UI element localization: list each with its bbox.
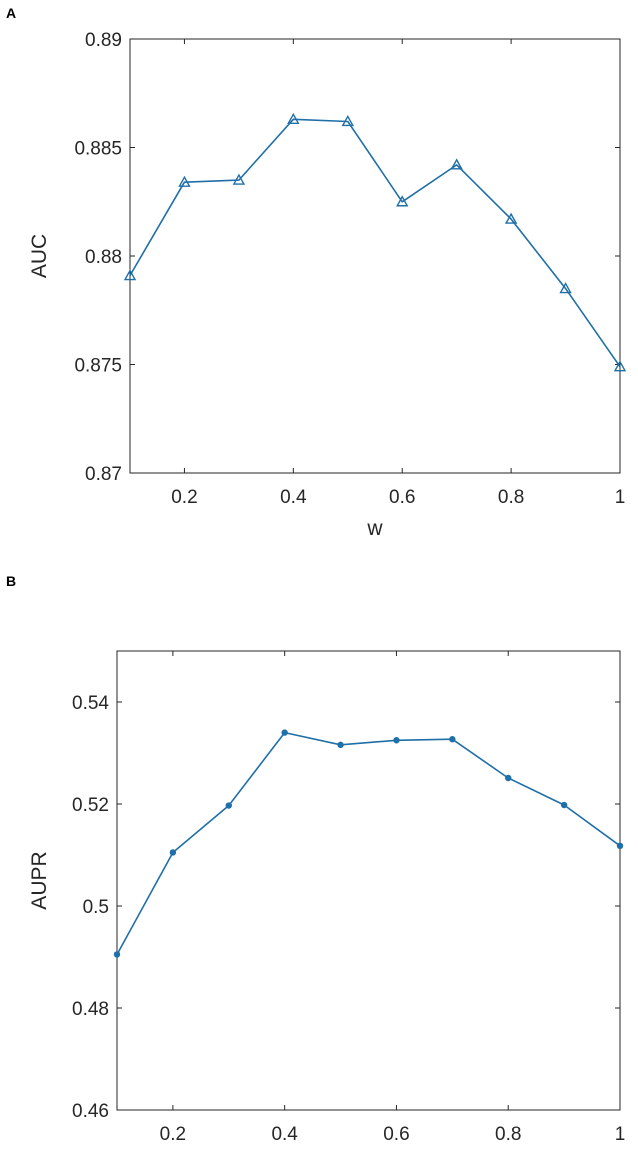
chart-b-y-tick-label: 0.54	[72, 693, 109, 714]
chart-a-x-tick-label: 0.8	[498, 487, 524, 508]
chart-b-data-point	[449, 736, 456, 743]
chart-b-axes-box	[116, 650, 621, 1111]
chart-a-y-tick-label: 0.885	[74, 139, 122, 160]
panel-letter-b: B	[6, 573, 16, 589]
chart-b-y-tick-label: 0.48	[72, 999, 109, 1020]
chart-a-y-tick-label: 0.89	[85, 30, 122, 51]
chart-b-x-tick-label: 1	[615, 1124, 626, 1145]
chart-b-data-point	[113, 951, 121, 958]
chart-a-x-tick-label: 0.2	[171, 487, 197, 508]
chart-a-x-tick-label: 0.4	[280, 487, 307, 508]
chart-a-x-axis-label: w	[366, 517, 383, 540]
chart-b-x-tick-label: 0.4	[271, 1124, 298, 1145]
chart-aupr: 0.2 0.4 0.6 0.8 1 0.46 0.48 0.5 0.52 0.54 w AUPR	[28, 650, 626, 1156]
chart-a-y-tick-label: 0.87	[85, 464, 122, 485]
panel-letter-a: A	[6, 5, 16, 21]
chart-b-series-line	[116, 731, 621, 955]
chart-b-x-tick-label: 0.8	[495, 1124, 521, 1145]
chart-b-x-tick-label: 0.6	[383, 1124, 409, 1145]
chart-b-y-tick-label: 0.46	[72, 1101, 109, 1122]
chart-b-x-axis-label: w	[360, 1154, 377, 1156]
chart-a-y-tick-label: 0.88	[85, 247, 122, 268]
chart-a-x-tick-label: 0.6	[389, 487, 415, 508]
chart-a-data-point	[178, 175, 191, 187]
chart-b-y-axis-label: AUPR	[28, 851, 51, 909]
chart-a-y-tick-label: 0.875	[74, 356, 122, 377]
chart-b-y-tick-label: 0.5	[83, 897, 109, 918]
chart-b-data-point	[337, 741, 344, 749]
chart-auc: 0.2 0.4 0.6 0.8 1 0.87 0.875 0.88 0.885 0.89 w AUC	[28, 30, 627, 540]
chart-a-series-line	[129, 118, 621, 368]
chart-a-data-point	[504, 212, 518, 224]
chart-a-data-point	[613, 360, 627, 372]
chart-a-data-point	[559, 282, 572, 294]
chart-a-data-point	[341, 115, 354, 127]
chart-a-x-tick-label: 1	[615, 487, 626, 508]
chart-b-data-point	[560, 801, 568, 809]
chart-b-data-point	[169, 849, 177, 856]
chart-a-data-point	[287, 112, 300, 124]
chart-b-data-point	[616, 842, 624, 850]
chart-a-y-axis-label: AUC	[28, 234, 51, 278]
chart-b-x-tick-label: 0.2	[160, 1124, 186, 1145]
chart-b-data-point	[393, 737, 400, 744]
chart-a-data-point	[232, 173, 246, 185]
chart-b-data-point	[505, 774, 512, 782]
chart-b-y-tick-label: 0.52	[72, 795, 109, 816]
chart-b-data-point	[281, 729, 288, 736]
chart-a-data-point	[450, 158, 463, 170]
chart-a-data-point	[396, 195, 409, 207]
chart-a-axes-box	[129, 38, 621, 474]
chart-a-data-point	[123, 269, 137, 281]
chart-b-data-point	[225, 802, 232, 809]
